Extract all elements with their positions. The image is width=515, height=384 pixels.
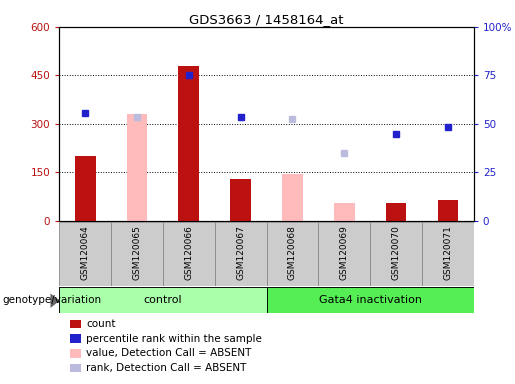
- Text: GSM120071: GSM120071: [443, 225, 452, 280]
- Bar: [127, 114, 147, 221]
- Text: genotype/variation: genotype/variation: [3, 295, 101, 305]
- Bar: [163, 222, 215, 286]
- Bar: [318, 222, 370, 286]
- Bar: [230, 179, 251, 221]
- Text: GSM120066: GSM120066: [184, 225, 193, 280]
- Text: GSM120069: GSM120069: [340, 225, 349, 280]
- Text: count: count: [86, 319, 115, 329]
- Bar: [215, 222, 267, 286]
- Bar: [59, 287, 267, 313]
- Polygon shape: [50, 293, 60, 308]
- Text: GSM120068: GSM120068: [288, 225, 297, 280]
- Text: GSM120064: GSM120064: [81, 225, 90, 280]
- Bar: [334, 203, 355, 221]
- Bar: [386, 203, 406, 221]
- Text: Gata4 inactivation: Gata4 inactivation: [319, 295, 422, 305]
- Text: percentile rank within the sample: percentile rank within the sample: [86, 334, 262, 344]
- Bar: [178, 66, 199, 221]
- Bar: [370, 222, 422, 286]
- Title: GDS3663 / 1458164_at: GDS3663 / 1458164_at: [189, 13, 344, 26]
- Bar: [282, 174, 303, 221]
- Bar: [267, 287, 474, 313]
- Bar: [75, 156, 95, 221]
- Text: control: control: [144, 295, 182, 305]
- Bar: [267, 222, 318, 286]
- Text: GSM120065: GSM120065: [132, 225, 142, 280]
- Text: GSM120070: GSM120070: [391, 225, 401, 280]
- Bar: [59, 222, 111, 286]
- Bar: [111, 222, 163, 286]
- Bar: [438, 200, 458, 221]
- Text: value, Detection Call = ABSENT: value, Detection Call = ABSENT: [86, 348, 251, 358]
- Bar: [422, 222, 474, 286]
- Text: GSM120067: GSM120067: [236, 225, 245, 280]
- Text: rank, Detection Call = ABSENT: rank, Detection Call = ABSENT: [86, 363, 246, 373]
